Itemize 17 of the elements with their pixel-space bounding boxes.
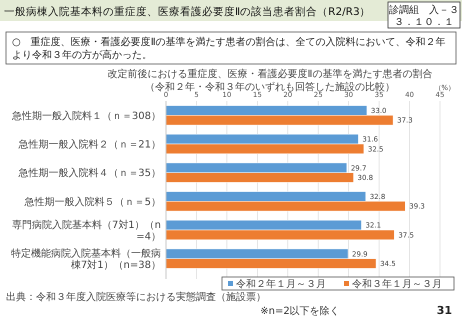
- source-note: 出典：令和３年度入院医療等における実態調査（施設票）: [6, 291, 266, 303]
- y-tick-label: 急性期一般入院料５（ｎ＝5）: [24, 196, 161, 208]
- text: ※n=2以下を除く: [260, 305, 340, 317]
- y-tick-label: 専門病院入院基本料（7対1）（n=4）: [12, 218, 161, 242]
- y-tick-label: 急性期一般入院料４（ｎ＝35）: [17, 167, 161, 180]
- text: 診調組 入－３: [389, 4, 459, 16]
- y-tick-label: 急性期一般入院料２（ｎ＝21）: [17, 138, 161, 150]
- chart-title: 改定前後における重症度、医療・看護必要度Ⅱの基準を満たす患者の割合: [108, 68, 432, 80]
- y-tick-label: 特定機能病院入院基本料（一般病棟7対1）（n=38）: [11, 247, 161, 271]
- text: ○ 重症度、医療・看護必要度Ⅱの基準を満たす患者の割合は、全ての入院料において、令和２年より令和３年の方が高かった。: [12, 36, 446, 61]
- legend-label: 令和２年１月～３月: [236, 278, 326, 290]
- text: ３．１０．１: [394, 17, 454, 28]
- y-tick-label: 急性期一般入院料１（ｎ＝308）: [10, 110, 161, 122]
- text: 31: [436, 304, 452, 317]
- text: 一般病棟入院基本料の重症度、医療看護必要度Ⅱの該当患者割合（R2/R3）: [4, 5, 371, 18]
- legend-label: 令和３年１月～３月: [352, 278, 442, 290]
- chart-subtitle: （令和２年・令和３年のいずれも回答した施設の比較）: [145, 81, 395, 93]
